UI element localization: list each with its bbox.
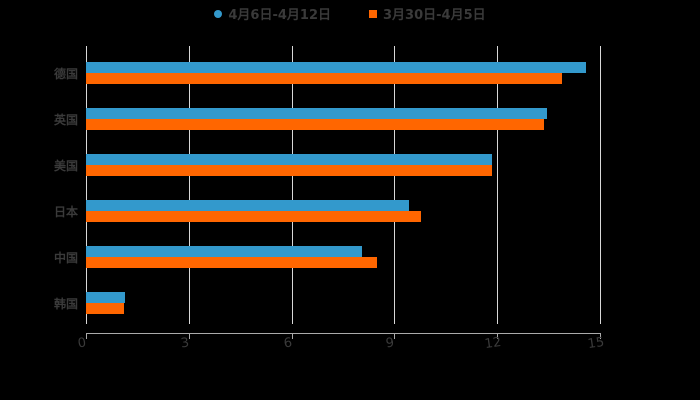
bar[interactable] (86, 165, 493, 176)
gridline (188, 46, 190, 324)
tick-label: 12 (483, 334, 503, 353)
bar[interactable] (86, 200, 410, 211)
tick-label: 6 (282, 335, 293, 352)
bar[interactable] (86, 292, 126, 303)
category-label: 美国 (53, 159, 78, 173)
category-label: 韩国 (53, 297, 78, 311)
circle-marker-icon (214, 9, 223, 18)
chart-legend: 4月6日-4月12日 3月30日-4月5日 (0, 4, 700, 23)
tick-label: 15 (586, 334, 606, 353)
axis-tick (497, 333, 499, 339)
axis-tick (291, 333, 293, 339)
legend-label: 4月6日-4月12日 (228, 8, 331, 23)
category-label: 英国 (53, 113, 78, 127)
category-label: 中国 (53, 251, 78, 265)
gridline (600, 46, 601, 324)
gridline (86, 46, 87, 324)
gridline (291, 46, 293, 324)
gridline (394, 46, 396, 324)
axis-tick (600, 333, 601, 339)
bar[interactable] (86, 73, 563, 84)
bar[interactable] (86, 119, 544, 130)
tick-label: 3 (179, 335, 190, 352)
gridline (497, 46, 499, 324)
axis-tick (188, 333, 190, 339)
bar[interactable] (86, 257, 378, 268)
category-label: 德国 (53, 67, 78, 81)
plot-area (86, 46, 601, 324)
axis-tick (86, 333, 87, 339)
x-axis (86, 333, 600, 334)
axis-tick (394, 333, 396, 339)
legend-item-series-2[interactable]: 3月30日-4月5日 (369, 4, 486, 23)
square-marker-icon (369, 9, 377, 18)
bar[interactable] (86, 108, 547, 119)
legend-item-series-1[interactable]: 4月6日-4月12日 (214, 4, 331, 23)
bar[interactable] (86, 154, 493, 165)
bar[interactable] (86, 303, 124, 314)
bar[interactable] (86, 246, 362, 257)
category-label: 日本 (53, 205, 78, 219)
legend-label: 3月30日-4月5日 (383, 8, 486, 23)
bar[interactable] (86, 62, 587, 73)
bar[interactable] (86, 211, 422, 222)
